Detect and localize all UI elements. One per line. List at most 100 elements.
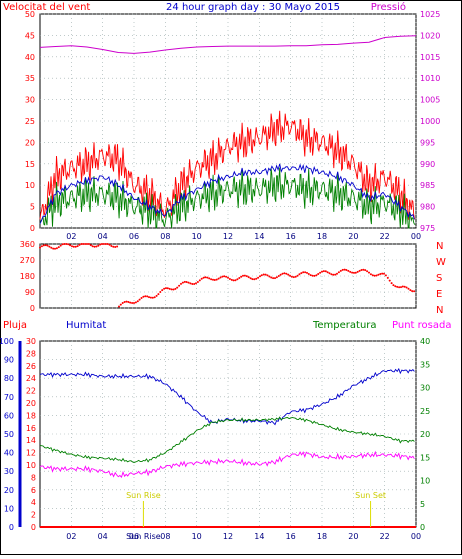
direction-point	[204, 276, 207, 279]
direction-point	[369, 273, 372, 276]
wind-x-tick-label: 00	[411, 232, 421, 241]
direction-point	[151, 296, 154, 299]
direction-point	[176, 286, 179, 289]
humidity-x-tick-label: 18	[317, 532, 327, 541]
direction-point	[247, 276, 250, 279]
temperature-tick-label: 15	[420, 453, 430, 462]
direction-point	[300, 272, 303, 275]
direction-point	[39, 246, 41, 249]
pressure-tick-label: 1025	[420, 10, 440, 19]
direction-point	[304, 271, 307, 274]
direction-point	[289, 274, 291, 277]
wind-speed-tick-label: 40	[25, 53, 35, 62]
direction-point	[407, 287, 410, 290]
pressure-tick-label: 975	[420, 224, 435, 233]
direction-point	[377, 273, 380, 276]
humidity-x-tick-label: 04	[98, 532, 108, 541]
wind-x-tick-label: 14	[254, 232, 264, 241]
direction-point	[324, 270, 327, 273]
direction-point	[91, 245, 94, 248]
direction-point	[168, 287, 171, 290]
direction-point	[394, 285, 397, 288]
rain-tick-label: 18	[26, 411, 36, 420]
direction-point	[195, 282, 197, 285]
pressure-tick-label: 980	[420, 203, 435, 212]
direction-point	[390, 282, 393, 285]
rain-tick-label: 14	[26, 436, 36, 445]
direction-point	[253, 278, 256, 281]
direction-compass-label: W	[436, 257, 446, 268]
direction-point	[183, 280, 186, 283]
direction-point	[386, 276, 389, 279]
direction-point	[223, 275, 226, 278]
direction-point	[212, 278, 214, 281]
direction-point	[86, 243, 88, 245]
rain-tick-label: 10	[26, 461, 36, 470]
direction-point	[262, 273, 265, 276]
direction-point	[200, 277, 203, 280]
direction-point	[114, 246, 117, 248]
direction-point	[127, 301, 130, 303]
direction-point	[119, 303, 122, 306]
direction-point	[396, 285, 399, 288]
direction-point	[413, 290, 416, 293]
direction-point	[411, 290, 414, 293]
direction-point	[189, 282, 192, 285]
direction-point	[341, 268, 344, 271]
direction-point	[371, 274, 374, 277]
direction-point	[277, 275, 280, 277]
pressure-tick-label: 990	[420, 160, 435, 169]
direction-point	[345, 269, 348, 271]
direction-point	[155, 294, 158, 297]
wind-speed-tick-label: 15	[25, 160, 35, 169]
direction-point	[281, 272, 284, 275]
rain-tick-label: 30	[26, 337, 36, 346]
humidity-tick-label: 0	[9, 523, 14, 532]
humidity-x-tick-label: 08	[160, 532, 170, 541]
direction-point	[69, 244, 72, 247]
direction-point	[227, 276, 229, 279]
direction-point	[54, 247, 56, 250]
direction-point	[40, 245, 43, 248]
direction-point	[44, 244, 47, 247]
direction-point	[180, 282, 182, 285]
humidity-tick-label: 30	[4, 467, 14, 476]
direction-point	[118, 305, 120, 308]
direction-point	[364, 269, 367, 272]
direction-point	[174, 287, 177, 290]
wind-x-tick-label: 16	[286, 232, 296, 241]
wind-x-tick-label: 08	[160, 232, 170, 241]
pressure-axis-title: Pressió	[371, 1, 406, 13]
direction-point	[63, 243, 66, 245]
direction-point	[356, 270, 359, 273]
pressure-tick-label: 995	[420, 138, 435, 147]
rain-tick-label: 4	[31, 498, 36, 507]
direction-point	[230, 278, 233, 281]
direction-point	[153, 296, 156, 299]
rain-axis-title: Pluja	[3, 320, 27, 331]
direction-point	[121, 302, 124, 304]
direction-point	[215, 278, 218, 281]
direction-point	[185, 281, 188, 283]
wind-x-tick-label: 02	[66, 232, 76, 241]
direction-point	[74, 245, 77, 248]
direction-point	[321, 270, 323, 273]
direction-point	[268, 275, 271, 278]
direction-point	[315, 274, 318, 277]
direction-point	[403, 285, 406, 288]
direction-point	[307, 273, 310, 275]
humidity-x-tick-label: 06	[129, 532, 139, 541]
pressure-tick-label: 1020	[420, 31, 440, 40]
direction-point	[294, 275, 297, 278]
direction-point	[368, 271, 370, 274]
direction-point	[388, 279, 391, 282]
direction-point	[161, 289, 164, 292]
temperature-tick-label: 10	[420, 477, 430, 486]
direction-point	[72, 245, 75, 248]
direction-point	[93, 245, 96, 248]
humidity-x-tick-label: 22	[380, 532, 390, 541]
direction-point	[221, 275, 224, 278]
direction-point	[243, 274, 246, 277]
rain-tick-label: 12	[26, 449, 36, 458]
